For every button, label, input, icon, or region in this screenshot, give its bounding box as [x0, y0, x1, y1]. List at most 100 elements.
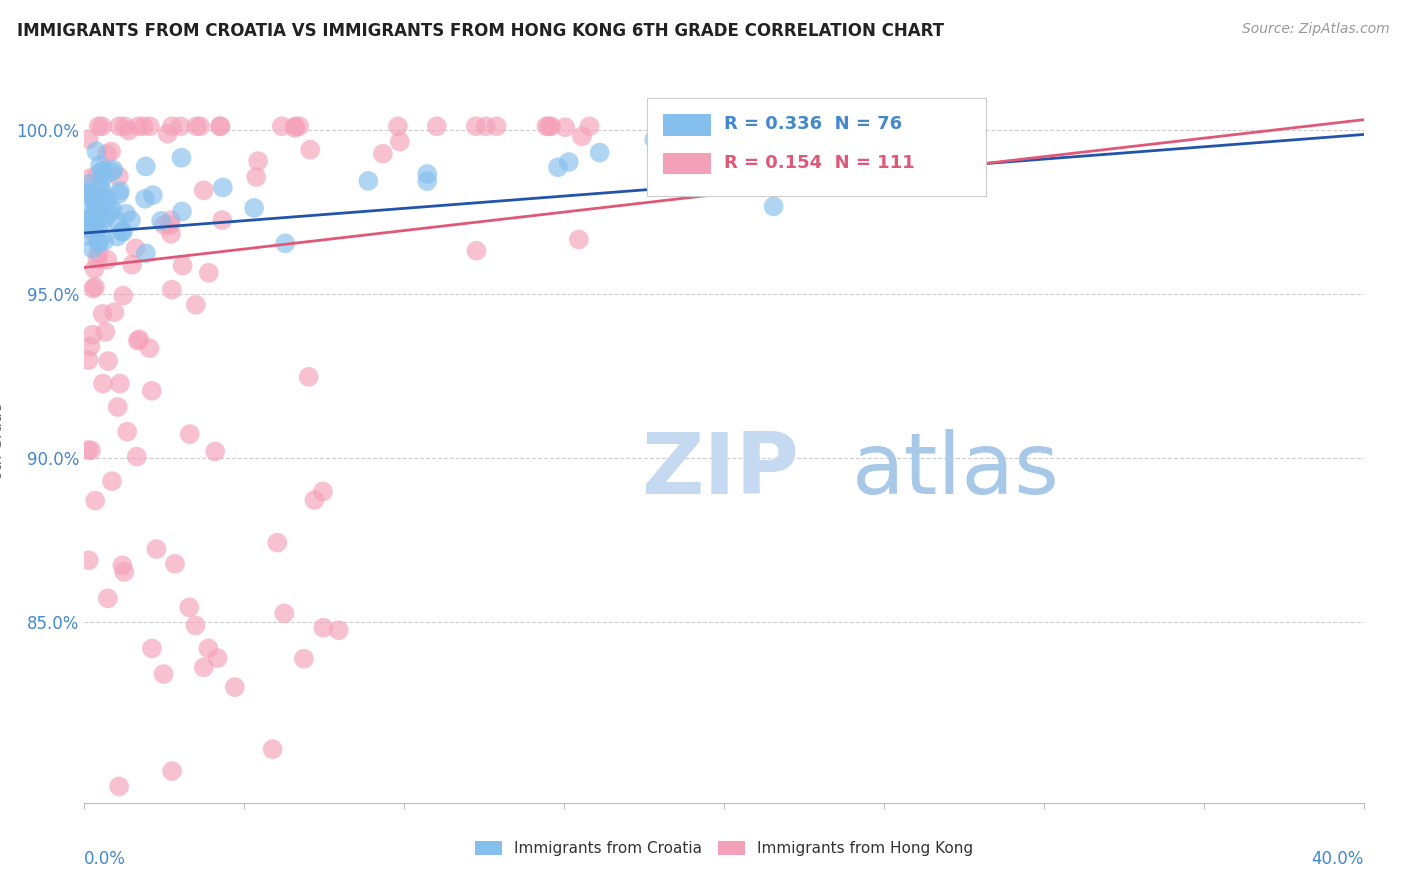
- Point: [108, 376, 131, 391]
- Point: [82, 327, 104, 342]
- Point: [547, 160, 569, 174]
- Point: [79, 339, 101, 353]
- Point: [87, 211, 110, 225]
- Point: [101, 202, 124, 217]
- Point: [208, 120, 231, 134]
- Point: [160, 213, 183, 227]
- Point: [211, 180, 233, 194]
- Point: [312, 621, 335, 635]
- Point: [100, 145, 122, 159]
- Point: [84, 219, 107, 233]
- Point: [558, 155, 581, 169]
- Point: [111, 224, 134, 238]
- Point: [284, 120, 307, 134]
- Point: [127, 334, 149, 348]
- Point: [568, 232, 591, 246]
- Point: [105, 229, 128, 244]
- Point: [145, 542, 167, 557]
- Point: [842, 169, 865, 184]
- Point: [97, 208, 120, 222]
- Point: [725, 147, 748, 161]
- Point: [114, 120, 136, 134]
- Point: [87, 220, 110, 235]
- Point: [77, 186, 100, 201]
- Point: [388, 135, 411, 149]
- Point: [207, 651, 229, 665]
- Text: 40.0%: 40.0%: [1312, 850, 1364, 868]
- Point: [108, 169, 131, 184]
- Point: [224, 680, 246, 694]
- Point: [84, 280, 107, 294]
- Point: [97, 591, 120, 606]
- Y-axis label: 6th Grade: 6th Grade: [0, 403, 6, 480]
- Point: [112, 225, 135, 239]
- Point: [159, 218, 181, 232]
- Point: [108, 120, 131, 134]
- Point: [76, 211, 98, 226]
- Point: [588, 145, 610, 160]
- Point: [328, 624, 350, 638]
- Point: [274, 236, 297, 251]
- Point: [91, 214, 114, 228]
- Point: [266, 535, 288, 549]
- Point: [112, 565, 135, 579]
- Point: [464, 120, 486, 134]
- Point: [83, 261, 105, 276]
- Point: [197, 266, 219, 280]
- Point: [571, 129, 593, 144]
- Point: [86, 194, 108, 209]
- FancyBboxPatch shape: [662, 114, 711, 136]
- Point: [76, 214, 98, 228]
- Point: [82, 224, 104, 238]
- Point: [138, 341, 160, 355]
- Point: [91, 188, 114, 202]
- Point: [357, 174, 380, 188]
- Text: Source: ZipAtlas.com: Source: ZipAtlas.com: [1241, 22, 1389, 37]
- Point: [141, 384, 163, 398]
- Point: [292, 651, 315, 665]
- Point: [288, 120, 311, 134]
- Legend: Immigrants from Croatia, Immigrants from Hong Kong: Immigrants from Croatia, Immigrants from…: [467, 833, 981, 863]
- Point: [115, 207, 138, 221]
- Point: [848, 154, 870, 169]
- Point: [465, 244, 488, 258]
- Text: R = 0.336  N = 76: R = 0.336 N = 76: [724, 115, 903, 133]
- Point: [211, 213, 233, 227]
- Point: [188, 120, 211, 134]
- Point: [108, 780, 131, 794]
- Point: [80, 211, 103, 226]
- Point: [160, 227, 183, 241]
- Point: [82, 242, 104, 256]
- Point: [245, 169, 267, 184]
- Point: [204, 444, 226, 458]
- Point: [94, 193, 117, 207]
- Point: [643, 132, 665, 146]
- Point: [537, 120, 560, 134]
- Point: [298, 370, 321, 384]
- Point: [304, 493, 326, 508]
- Point: [89, 235, 111, 249]
- Point: [86, 169, 108, 183]
- Point: [90, 180, 112, 194]
- Point: [108, 186, 131, 201]
- Point: [76, 185, 98, 199]
- Point: [262, 742, 284, 756]
- Point: [112, 288, 135, 302]
- Point: [312, 484, 335, 499]
- Point: [184, 298, 207, 312]
- Point: [184, 618, 207, 632]
- Point: [121, 258, 143, 272]
- Point: [197, 641, 219, 656]
- Point: [179, 427, 201, 442]
- Point: [426, 120, 449, 134]
- Text: ZIP: ZIP: [641, 429, 799, 512]
- Point: [84, 145, 107, 159]
- Point: [209, 120, 232, 134]
- Point: [79, 186, 101, 201]
- Point: [105, 214, 128, 228]
- Point: [554, 120, 576, 135]
- Point: [150, 214, 173, 228]
- Point: [170, 151, 193, 165]
- Point: [762, 199, 785, 213]
- Point: [91, 376, 114, 391]
